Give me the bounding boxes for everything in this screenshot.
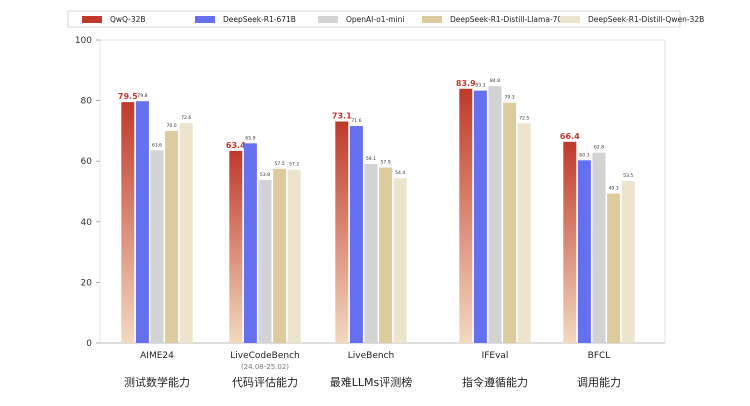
bar (473, 90, 487, 343)
bar-value-label: 59.1 (366, 156, 376, 162)
bar (287, 169, 301, 343)
bar-value-label: 54.4 (395, 170, 405, 176)
bar-value-label: 70.0 (166, 123, 176, 129)
bar-value-label: 72.5 (519, 115, 529, 121)
legend-swatch (422, 16, 442, 23)
bar-value-label: 79.5 (118, 92, 138, 101)
bar-value-label: 60.3 (579, 152, 589, 158)
bar (243, 143, 257, 343)
bar-value-label: 53.8 (260, 172, 270, 178)
bar (379, 167, 393, 343)
bar-value-label: 83.9 (456, 79, 476, 88)
legend-label: DeepSeek-R1-671B (223, 15, 296, 24)
bar (335, 121, 349, 343)
legend-label: DeepSeek-R1-Distill-Qwen-32B (588, 15, 704, 24)
y-tick-label: 80 (81, 97, 93, 107)
bar-value-label: 79.8 (137, 93, 147, 99)
bar (503, 102, 517, 343)
bar (364, 163, 378, 343)
bar-value-label: 63.4 (226, 141, 246, 150)
bar (488, 86, 502, 343)
y-tick-label: 40 (81, 218, 93, 228)
bar-value-label: 84.8 (490, 78, 500, 84)
bar-value-label: 79.3 (504, 95, 514, 101)
bar (229, 150, 243, 343)
x-category-label: LiveBench (348, 351, 394, 361)
bar-value-label: 65.9 (245, 135, 255, 141)
bar (349, 126, 363, 343)
bar (517, 123, 531, 343)
bar (459, 88, 473, 343)
x-category-sublabel: (24.08-25.02) (241, 363, 289, 371)
legend-swatch (82, 16, 102, 23)
legend-box (67, 10, 681, 28)
y-tick-label: 20 (81, 278, 93, 288)
x-category-cn-label: 代码评估能力 (232, 375, 298, 389)
x-category-cn-label: 最难LLMs评测榜 (330, 375, 412, 389)
bar (135, 101, 149, 344)
bar-value-label: 57.5 (274, 161, 284, 167)
bar (607, 193, 621, 343)
legend-label: DeepSeek-R1-Distill-Llama-70B (450, 15, 567, 24)
bar-value-label: 73.1 (332, 112, 352, 121)
bar-value-label: 83.3 (475, 83, 485, 89)
bar-value-label: 57.9 (380, 160, 390, 166)
bar-value-label: 62.8 (594, 145, 604, 151)
bar-value-label: 49.3 (608, 186, 618, 192)
bar-value-label: 53.5 (623, 173, 633, 179)
bar-value-label: 71.6 (351, 118, 361, 124)
bar (577, 160, 591, 343)
bar (621, 180, 635, 343)
legend-label: QwQ-32B (110, 15, 146, 24)
x-category-label: BFCL (588, 351, 611, 361)
bar (592, 152, 606, 343)
x-category-label: LiveCodeBench (230, 351, 300, 361)
x-category-cn-label: 调用能力 (577, 375, 621, 389)
bar (179, 123, 193, 344)
legend-swatch (560, 16, 580, 23)
x-category-cn-label: 指令遵循能力 (462, 375, 528, 389)
bar-value-label: 66.4 (560, 132, 580, 141)
bar (258, 179, 272, 343)
legend-swatch (195, 16, 215, 23)
bar (165, 130, 179, 343)
y-tick-label: 0 (86, 339, 92, 349)
legend-swatch (318, 16, 338, 23)
x-category-cn-label: 测试数学能力 (124, 375, 190, 389)
y-tick-label: 60 (81, 157, 93, 167)
x-category-label: IFEval (482, 351, 509, 361)
y-tick-label: 100 (75, 36, 92, 46)
bar (273, 168, 287, 343)
bar (563, 141, 577, 343)
legend-label: OpenAI-o1-mini (346, 15, 405, 24)
bar (150, 150, 164, 343)
bar-value-label: 63.6 (152, 142, 162, 148)
bar (121, 102, 135, 343)
bar (393, 178, 407, 343)
x-category-label: AIME24 (140, 351, 174, 361)
bar-value-label: 72.6 (181, 115, 191, 121)
bar-value-label: 57.2 (289, 162, 299, 168)
